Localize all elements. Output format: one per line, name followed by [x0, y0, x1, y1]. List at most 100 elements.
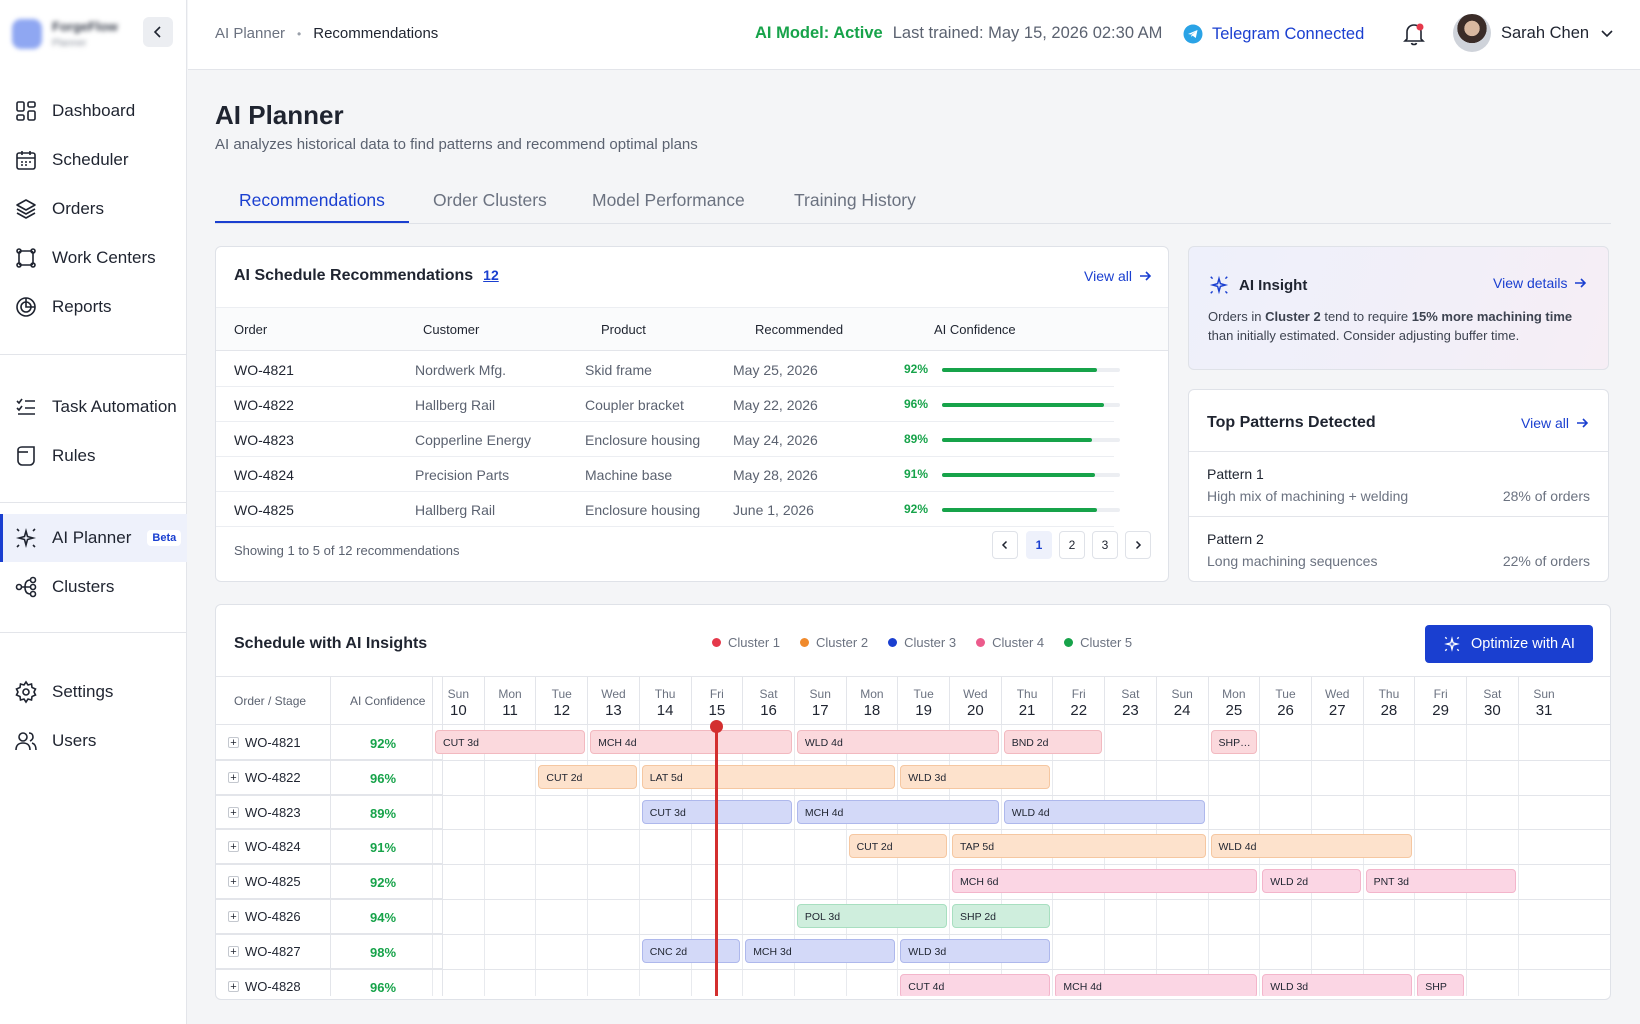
day-name: Fri	[709, 687, 724, 701]
table-row[interactable]: WO-4821 Nordwerk Mfg. Skid frame May 25, 20…	[216, 352, 1120, 387]
gantt-task-bar[interactable]: MCH 4d	[1055, 973, 1258, 996]
gantt-task-bar[interactable]: LAT 5d	[641, 764, 896, 789]
optimize-with-ai-button[interactable]: Optimize with AI	[1425, 625, 1593, 663]
day-gridline	[949, 725, 950, 996]
gantt-task-bar[interactable]: WLD 3d	[900, 764, 1051, 789]
gantt-task-bar[interactable]: WLD 4d	[1003, 799, 1206, 824]
gantt-task-bar[interactable]: SHP	[1417, 973, 1464, 996]
gantt-task-bar[interactable]: MCH 6d	[952, 869, 1258, 894]
pattern-row[interactable]: Pattern 1 High mix of machining + weldin…	[1189, 451, 1608, 515]
patterns-view-all-link[interactable]: View all	[1521, 415, 1589, 431]
cell-confidence: 91%	[904, 467, 929, 481]
gantt-order[interactable]: WO-4823	[245, 804, 301, 820]
tab-training-history[interactable]: Training History	[794, 190, 916, 210]
legend-cluster-5[interactable]: Cluster 5	[1064, 635, 1132, 650]
cell-customer: Nordwerk Mfg.	[415, 362, 507, 378]
gantt-task-bar[interactable]: WLD 4d	[796, 730, 999, 754]
view-details-link[interactable]: View details	[1493, 275, 1587, 291]
row-gridline	[216, 899, 1610, 900]
gantt-order[interactable]: WO-4824	[245, 839, 301, 855]
gantt-order[interactable]: WO-4827	[245, 943, 301, 959]
table-row[interactable]: WO-4825 Hallberg Rail Enclosure housing Jun…	[216, 492, 1120, 527]
app-logo[interactable]: ForgeFlow Planner	[12, 14, 157, 54]
gantt-task-bar[interactable]: CUT 2d	[848, 834, 947, 859]
expand-row-button[interactable]: +	[228, 876, 239, 888]
sidebar-item-clusters[interactable]: Clusters	[0, 563, 187, 611]
expand-row-button[interactable]: +	[228, 980, 239, 992]
pagination-next-button[interactable]	[1125, 531, 1151, 559]
expand-row-button[interactable]: +	[228, 911, 239, 923]
gantt-task-bar[interactable]: SHP…	[1210, 730, 1258, 754]
gantt-task-bar[interactable]: PNT 3d	[1365, 869, 1516, 894]
gantt-task-bar[interactable]: SHP 2d	[952, 904, 1051, 928]
collapse-sidebar-button[interactable]	[143, 17, 173, 47]
gantt-task-bar[interactable]: WLD 3d	[1262, 973, 1413, 996]
sidebar-item-dashboard[interactable]: Dashboard	[0, 87, 187, 135]
notifications-button[interactable]	[1402, 21, 1426, 47]
sidebar-item-task-automation[interactable]: Task Automation	[0, 383, 187, 431]
recommendations-table-header: Order Customer Product Recommended AI Co…	[216, 307, 1168, 351]
day-header: Sat 30	[1466, 677, 1518, 725]
gantt-task-bar[interactable]: CUT 3d	[435, 730, 586, 754]
gantt-task-bar[interactable]: WLD 3d	[900, 938, 1051, 963]
gantt-order[interactable]: WO-4821	[245, 735, 301, 750]
legend-swatch	[800, 638, 810, 647]
sidebar-item-settings[interactable]: Settings	[0, 668, 187, 716]
gantt-task-bar[interactable]: TAP 5d	[952, 834, 1206, 859]
legend-cluster-1[interactable]: Cluster 1	[712, 635, 780, 650]
sidebar-item-work-centers[interactable]: Work Centers	[0, 234, 187, 282]
day-gridline	[1259, 725, 1261, 996]
gantt-task-bar[interactable]: CUT 4d	[900, 973, 1051, 996]
gantt-task-bar[interactable]: MCH 4d	[590, 730, 792, 754]
pagination-page-2[interactable]: 2	[1059, 531, 1085, 559]
sidebar-item-rules[interactable]: Rules	[0, 432, 187, 480]
gantt-order[interactable]: WO-4828	[245, 978, 301, 994]
pagination-page-1[interactable]: 1	[1026, 531, 1052, 559]
gantt-task-bar[interactable]: WLD 4d	[1210, 834, 1413, 859]
day-gridline	[845, 725, 847, 996]
sidebar-divider	[0, 502, 187, 503]
day-gridline	[638, 725, 640, 996]
user-menu[interactable]: Sarah Chen	[1453, 14, 1615, 52]
row-gridline	[216, 759, 1610, 761]
expand-row-button[interactable]: +	[228, 841, 239, 853]
expand-row-button[interactable]: +	[228, 771, 239, 783]
expand-row-button[interactable]: +	[228, 806, 239, 818]
pagination-page-3[interactable]: 3	[1092, 531, 1118, 559]
pattern-row[interactable]: Pattern 2 Long machining sequences 22% o…	[1189, 516, 1608, 580]
expand-row-button[interactable]: +	[228, 737, 239, 749]
tab-recommendations[interactable]: Recommendations	[239, 190, 385, 210]
breadcrumb-ai-planner[interactable]: AI Planner	[215, 25, 286, 42]
gantt-task-bar[interactable]: POL 3d	[796, 904, 947, 928]
gantt-task-bar[interactable]: WLD 2d	[1262, 869, 1361, 894]
gantt-task-bar[interactable]: CUT 2d	[538, 764, 637, 789]
sidebar-item-ai-planner[interactable]: AI Planner Beta	[0, 514, 187, 562]
gantt-chart: Order / Stage AI Confidence Sun 10 Mon 11 Tu…	[216, 676, 1610, 996]
recommendations-view-all-link[interactable]: View all	[1084, 268, 1152, 284]
legend-cluster-3[interactable]: Cluster 3	[888, 635, 956, 650]
sidebar-item-orders[interactable]: Orders	[0, 185, 187, 233]
telegram-status[interactable]: Telegram Connected	[1183, 24, 1364, 44]
gantt-task-bar[interactable]: MCH 4d	[796, 799, 999, 824]
gantt-task-bar[interactable]: CNC 2d	[641, 938, 741, 963]
sidebar-item-users[interactable]: Users	[0, 717, 187, 765]
recommendations-count[interactable]: 12	[483, 267, 499, 283]
legend-cluster-2[interactable]: Cluster 2	[800, 635, 868, 650]
tab-model-performance[interactable]: Model Performance	[592, 190, 745, 210]
tab-order-clusters[interactable]: Order Clusters	[433, 190, 547, 210]
pagination-prev-button[interactable]	[992, 531, 1018, 559]
gantt-order[interactable]: WO-4825	[245, 874, 301, 890]
gantt-order[interactable]: WO-4826	[245, 909, 301, 924]
sidebar-item-label: Clusters	[52, 577, 115, 596]
gantt-task-bar[interactable]: BND 2d	[1003, 730, 1103, 754]
sidebar-item-scheduler[interactable]: Scheduler	[0, 136, 187, 184]
legend-cluster-4[interactable]: Cluster 4	[976, 635, 1044, 650]
table-row[interactable]: WO-4824 Precision Parts Machine base May 28…	[216, 457, 1120, 492]
table-row[interactable]: WO-4822 Hallberg Rail Coupler bracket May 2…	[216, 387, 1120, 422]
table-row[interactable]: WO-4823 Copperline Energy Enclosure housin…	[216, 422, 1120, 457]
gantt-task-bar[interactable]: MCH 3d	[745, 938, 896, 963]
sidebar-item-reports[interactable]: Reports	[0, 283, 187, 331]
expand-row-button[interactable]: +	[228, 945, 239, 957]
gantt-order[interactable]: WO-4822	[245, 769, 301, 785]
beta-badge: Beta	[147, 530, 182, 546]
